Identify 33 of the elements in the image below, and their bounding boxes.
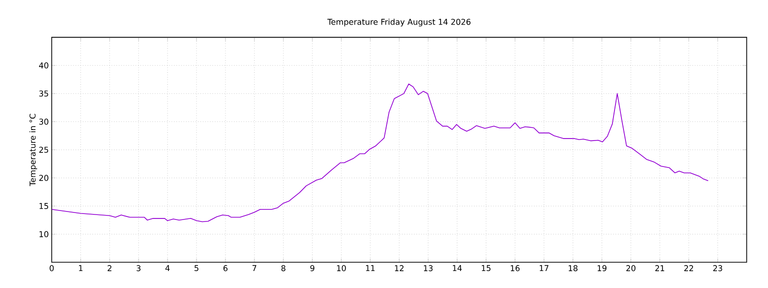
y-tick-label: 15	[40, 203, 48, 210]
x-tick-label: 5	[194, 265, 198, 272]
x-tick-label: 0	[50, 265, 54, 272]
x-tick-label: 22	[684, 265, 694, 272]
x-tick-label: 8	[281, 265, 286, 272]
x-tick-label: 19	[598, 265, 606, 272]
x-tick-label: 12	[394, 265, 404, 272]
x-tick-label: 23	[713, 265, 722, 272]
y-tick-label: 25	[39, 146, 48, 153]
x-tick-label: 7	[252, 265, 256, 271]
y-tick-label: 40	[39, 62, 48, 68]
x-tick-label: 1	[79, 265, 82, 271]
x-tick-label: 6	[223, 265, 228, 272]
x-tick-label: 9	[310, 265, 314, 272]
x-tick-label: 21	[655, 265, 664, 272]
x-tick-label: 3	[136, 265, 140, 272]
y-tick-label: 30	[39, 118, 48, 125]
x-tick-label: 18	[568, 265, 578, 272]
y-tick-label: 10	[40, 231, 48, 238]
x-tick-label: 4	[165, 265, 170, 271]
y-tick-label: 20	[39, 174, 48, 181]
x-tick-label: 17	[540, 265, 548, 271]
x-tick-label: 11	[366, 265, 375, 271]
x-tick-label: 10	[337, 265, 346, 272]
chart-title: Temperature Friday August 14 2026	[327, 18, 470, 26]
x-tick-label: 16	[510, 265, 520, 272]
y-axis-title: Temperature in °C	[29, 114, 38, 186]
x-tick-label: 13	[424, 265, 433, 272]
x-tick-label: 2	[108, 265, 112, 272]
x-tick-label: 15	[482, 265, 490, 272]
x-tick-label: 14	[452, 265, 462, 271]
y-tick-label: 35	[39, 90, 48, 97]
x-tick-label: 20	[626, 265, 636, 272]
